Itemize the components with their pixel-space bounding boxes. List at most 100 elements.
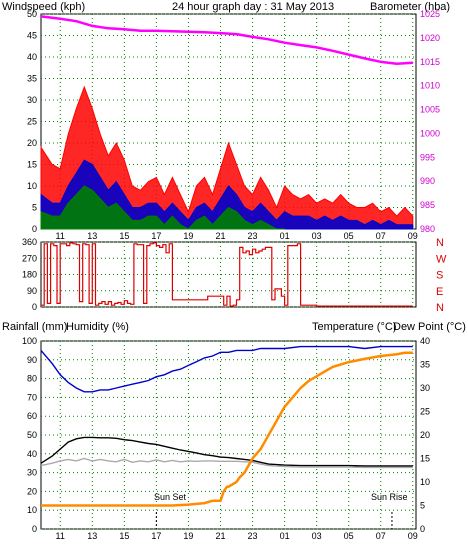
y-right-tick-label: 980 (420, 224, 435, 234)
y-left-tick-label: 40 (27, 52, 37, 62)
x-tick-label: 19 (183, 531, 193, 541)
x-tick-label: 05 (344, 231, 354, 241)
x-tick-label: 05 (344, 531, 354, 541)
humidity-axis-title: Humidity (%) (66, 321, 129, 333)
temp-axis-title: Temperature (°C) (312, 321, 396, 333)
y-left-tick-label: 0 (32, 224, 37, 234)
direction-compass-label: N (436, 237, 444, 249)
rainfall-line (41, 351, 413, 507)
y-right-tick-label: 15 (420, 454, 430, 464)
y-left-tick-label: 30 (27, 468, 37, 478)
direction-compass-label: E (436, 286, 443, 298)
y-right-tick-label: 40 (420, 336, 430, 346)
y-right-tick-label: 1015 (420, 57, 440, 67)
y-left-tick-label: 5 (32, 203, 37, 213)
x-tick-label: 07 (376, 531, 386, 541)
y-right-tick-label: 35 (420, 360, 430, 370)
y-left-tick-label: 50 (27, 9, 37, 19)
wind-gust-series (40, 85, 414, 230)
x-tick-label: 01 (280, 531, 290, 541)
y-left-tick-label: 0 (32, 524, 37, 534)
rain-axis-title: Rainfall (mm) (2, 321, 67, 333)
sunset-label: Sun Set (154, 492, 187, 502)
y-right-tick-label: 10 (420, 477, 430, 487)
y-right-tick-label: 1025 (420, 9, 440, 19)
x-tick-label: 17 (151, 531, 161, 541)
temp-series-layer (40, 345, 413, 529)
x-tick-label: 03 (312, 531, 322, 541)
y-left-tick-label: 360 (22, 237, 37, 247)
x-tick-label: 13 (87, 231, 97, 241)
x-tick-label: 17 (151, 231, 161, 241)
dewpoint-line (40, 457, 413, 469)
y-left-tick-label: 270 (22, 253, 37, 263)
y-left-tick-label: 25 (27, 117, 37, 127)
y-right-tick-label: 1000 (420, 128, 440, 138)
direction-compass-label: N (436, 302, 444, 314)
chart-title: 24 hour graph day : 31 May 2013 (172, 1, 334, 13)
y-left-tick-label: 45 (27, 31, 37, 41)
y-left-tick-label: 70 (27, 392, 37, 402)
y-left-tick-label: 30 (27, 95, 37, 105)
y-left-tick-label: 60 (27, 411, 37, 421)
temp-grid (41, 340, 416, 530)
x-tick-label: 23 (248, 531, 258, 541)
y-right-tick-label: 25 (420, 407, 430, 417)
wind-lull-series (40, 185, 285, 230)
direction-compass-label: S (436, 270, 443, 282)
y-right-tick-label: 20 (420, 430, 430, 440)
y-left-tick-label: 10 (27, 181, 37, 191)
y-left-tick-label: 80 (27, 374, 37, 384)
wind-average-series (40, 159, 414, 230)
x-tick-label: 09 (408, 531, 418, 541)
x-tick-label: 19 (183, 231, 193, 241)
y-left-tick-label: 20 (27, 486, 37, 496)
x-tick-label: 13 (87, 531, 97, 541)
direction-grid (41, 241, 416, 308)
y-right-tick-label: 985 (420, 200, 435, 210)
y-right-tick-label: 0 (420, 524, 425, 534)
wind-axes: 11 13 15 17 19 21 23 01 03 05 07 090510152025303540… (27, 9, 440, 241)
y-right-tick-label: 1005 (420, 105, 440, 115)
y-right-tick-label: 995 (420, 152, 435, 162)
dew-axis-title: Dew Point (°C) (393, 321, 466, 333)
x-tick-label: 11 (56, 531, 65, 541)
y-right-tick-label: 30 (420, 383, 430, 393)
y-left-tick-label: 50 (27, 430, 37, 440)
baro-axis-title: Barometer (hba) (370, 1, 450, 13)
y-left-tick-label: 90 (27, 286, 37, 296)
x-tick-label: 21 (215, 231, 225, 241)
y-right-tick-label: 1020 (420, 33, 440, 43)
direction-series-layer (41, 242, 413, 307)
y-left-tick-label: 90 (27, 355, 37, 365)
x-tick-label: 15 (119, 231, 129, 241)
y-left-tick-label: 100 (22, 336, 37, 346)
x-tick-label: 15 (119, 531, 129, 541)
wind-axis-title: Windspeed (kph) (2, 1, 85, 13)
x-tick-label: 09 (408, 231, 418, 241)
y-left-tick-label: 180 (22, 270, 37, 280)
y-left-tick-label: 20 (27, 138, 37, 148)
y-right-tick-label: 5 (420, 501, 425, 511)
y-right-tick-label: 990 (420, 176, 435, 186)
temp-axes: 11 13 15 17 19 21 23 01 03 05 07 090102030405060708… (22, 336, 430, 541)
barometer-line (40, 15, 413, 65)
x-tick-label: 23 (248, 231, 258, 241)
direction-compass-label: W (436, 253, 447, 265)
y-left-tick-label: 10 (27, 505, 37, 515)
x-tick-label: 11 (56, 231, 65, 241)
x-tick-label: 01 (280, 231, 290, 241)
y-left-tick-label: 40 (27, 449, 37, 459)
x-tick-label: 03 (312, 231, 322, 241)
humidity-line (40, 345, 413, 393)
wind-series-layer (40, 15, 414, 230)
y-left-tick-label: 15 (27, 160, 37, 170)
y-left-tick-label: 0 (32, 302, 37, 312)
x-tick-label: 07 (376, 231, 386, 241)
temperature-line (40, 436, 413, 467)
sunrise-label: Sun Rise (371, 492, 408, 502)
x-tick-label: 21 (215, 531, 225, 541)
